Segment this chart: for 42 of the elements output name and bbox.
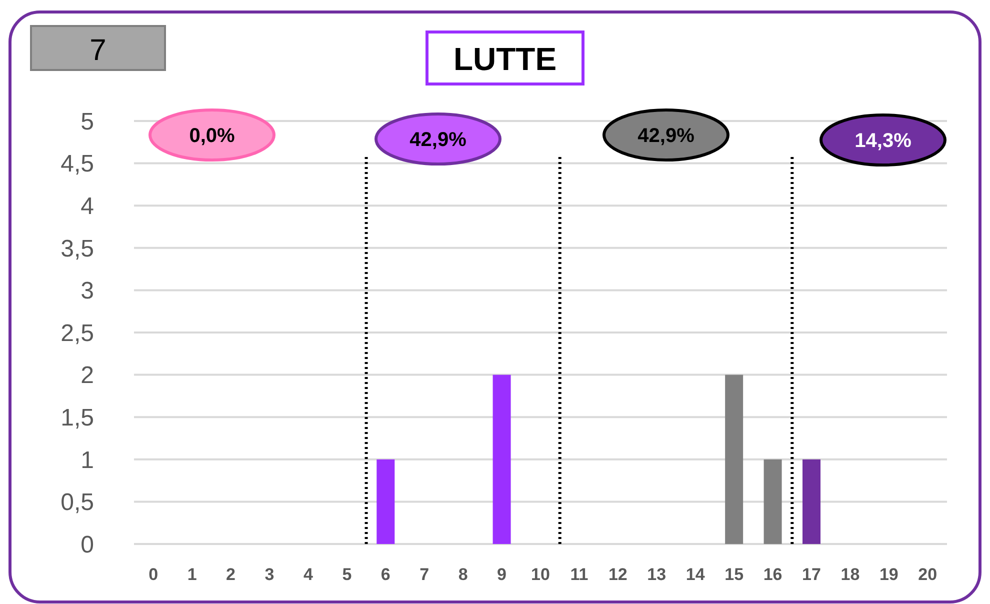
x-tick-label: 6 [380,565,390,584]
y-tick-label: 3 [80,278,94,305]
oval-badge: 42,9% [374,112,502,166]
x-tick-label: 0 [148,565,158,584]
x-tick-label: 1 [187,565,197,584]
x-tick-label: 2 [226,565,236,584]
y-tick-label: 0,5 [60,489,94,516]
annotation: 14,3% [854,130,912,152]
x-tick-label: 12 [608,565,628,584]
x-tick-label: 3 [264,565,274,584]
x-tick-label: 8 [458,565,468,584]
y-tick-label: 1 [80,446,94,474]
y-tick-label: 4 [80,193,94,220]
y-tick-label: 2 [80,362,94,390]
y-tick-label: 1,5 [60,404,94,432]
text: 7 [90,34,106,67]
x-tick-label: 19 [879,565,898,584]
oval-badge: 42,9% [602,108,730,162]
x-tick-label: 11 [570,565,588,584]
chart-title: LUTTE [453,41,557,77]
y-tick-label: 5 [80,108,94,136]
x-tick-label: 16 [763,565,782,584]
y-tick-label: 3,5 [60,235,94,262]
x-tick-label: 10 [531,565,550,584]
x-tick-label: 13 [647,565,666,584]
x-tick-label: 7 [420,565,430,584]
oval-badge: 14,3% [820,114,946,166]
y-tick-label: 4,5 [60,150,94,178]
x-tick-label: 18 [840,565,860,584]
x-tick-label: 4 [303,565,314,584]
y-tick-label: 0 [80,531,94,558]
x-tick-label: 14 [686,565,706,584]
x-tick-label: 17 [802,565,821,584]
annotation: 42,9% [638,125,695,147]
x-tick-label: 15 [724,565,744,584]
oval-badge: 0,0% [148,108,276,162]
annotation: 42,9% [410,129,467,151]
x-tick-label: 5 [342,565,352,584]
y-tick-label: 2,5 [60,320,94,347]
x-tick-label: 9 [497,565,507,584]
annotation: 0,0% [189,125,236,147]
x-tick-label: 20 [918,565,938,584]
